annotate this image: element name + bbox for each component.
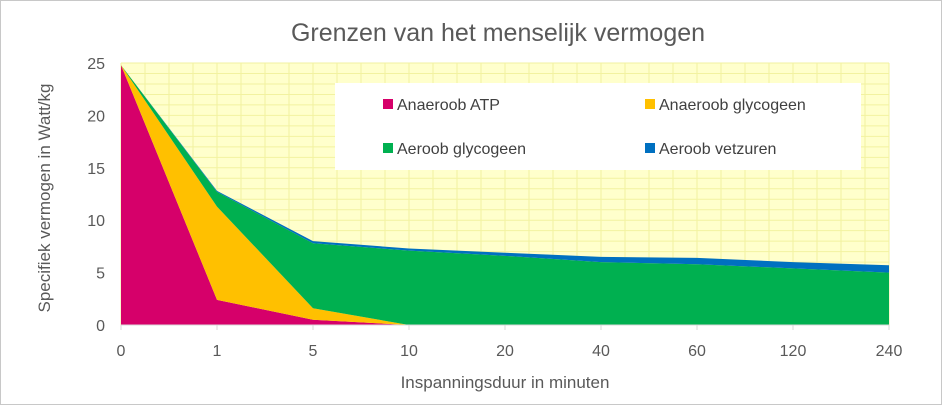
legend: Anaeroob ATP Anaeroob glycogeen Aeroob gly… [335, 83, 861, 170]
y-tick-label: 20 [87, 108, 105, 125]
legend-swatch [645, 99, 655, 109]
x-axis: 0 1 5 10 20 40 60 120 240 [117, 325, 903, 360]
legend-label: Aeroob vetzuren [659, 141, 776, 158]
area-series-1 [121, 65, 889, 325]
x-axis-label: Inspanningsduur in minuten [401, 373, 610, 392]
legend-swatch [383, 143, 393, 153]
x-tick-label: 10 [400, 343, 418, 360]
x-tick-label: 240 [876, 343, 903, 360]
legend-swatch [383, 99, 393, 109]
y-tick-label: 25 [87, 56, 105, 73]
y-axis: 0 5 10 15 20 25 [87, 56, 105, 335]
y-tick-label: 15 [87, 161, 105, 178]
area-series-3 [121, 65, 889, 325]
area-layers [121, 65, 889, 325]
y-tick-label: 0 [96, 318, 105, 335]
legend-label: Anaeroob ATP [397, 97, 500, 114]
legend-box [335, 83, 861, 170]
legend-swatch [645, 143, 655, 153]
legend-label: Aeroob glycogeen [397, 141, 526, 158]
x-tick-label: 60 [688, 343, 706, 360]
y-axis-label: Specifiek vermogen in Watt/kg [35, 84, 54, 313]
chart-title: Grenzen van het menselijk vermogen [291, 19, 705, 47]
legend-label: Anaeroob glycogeen [659, 97, 806, 114]
x-tick-label: 20 [496, 343, 514, 360]
x-tick-label: 40 [592, 343, 610, 360]
y-tick-label: 5 [96, 266, 105, 283]
x-tick-label: 120 [780, 343, 807, 360]
x-tick-label: 0 [117, 343, 126, 360]
y-tick-label: 10 [87, 213, 105, 230]
x-tick-label: 1 [213, 343, 222, 360]
x-tick-label: 5 [309, 343, 318, 360]
